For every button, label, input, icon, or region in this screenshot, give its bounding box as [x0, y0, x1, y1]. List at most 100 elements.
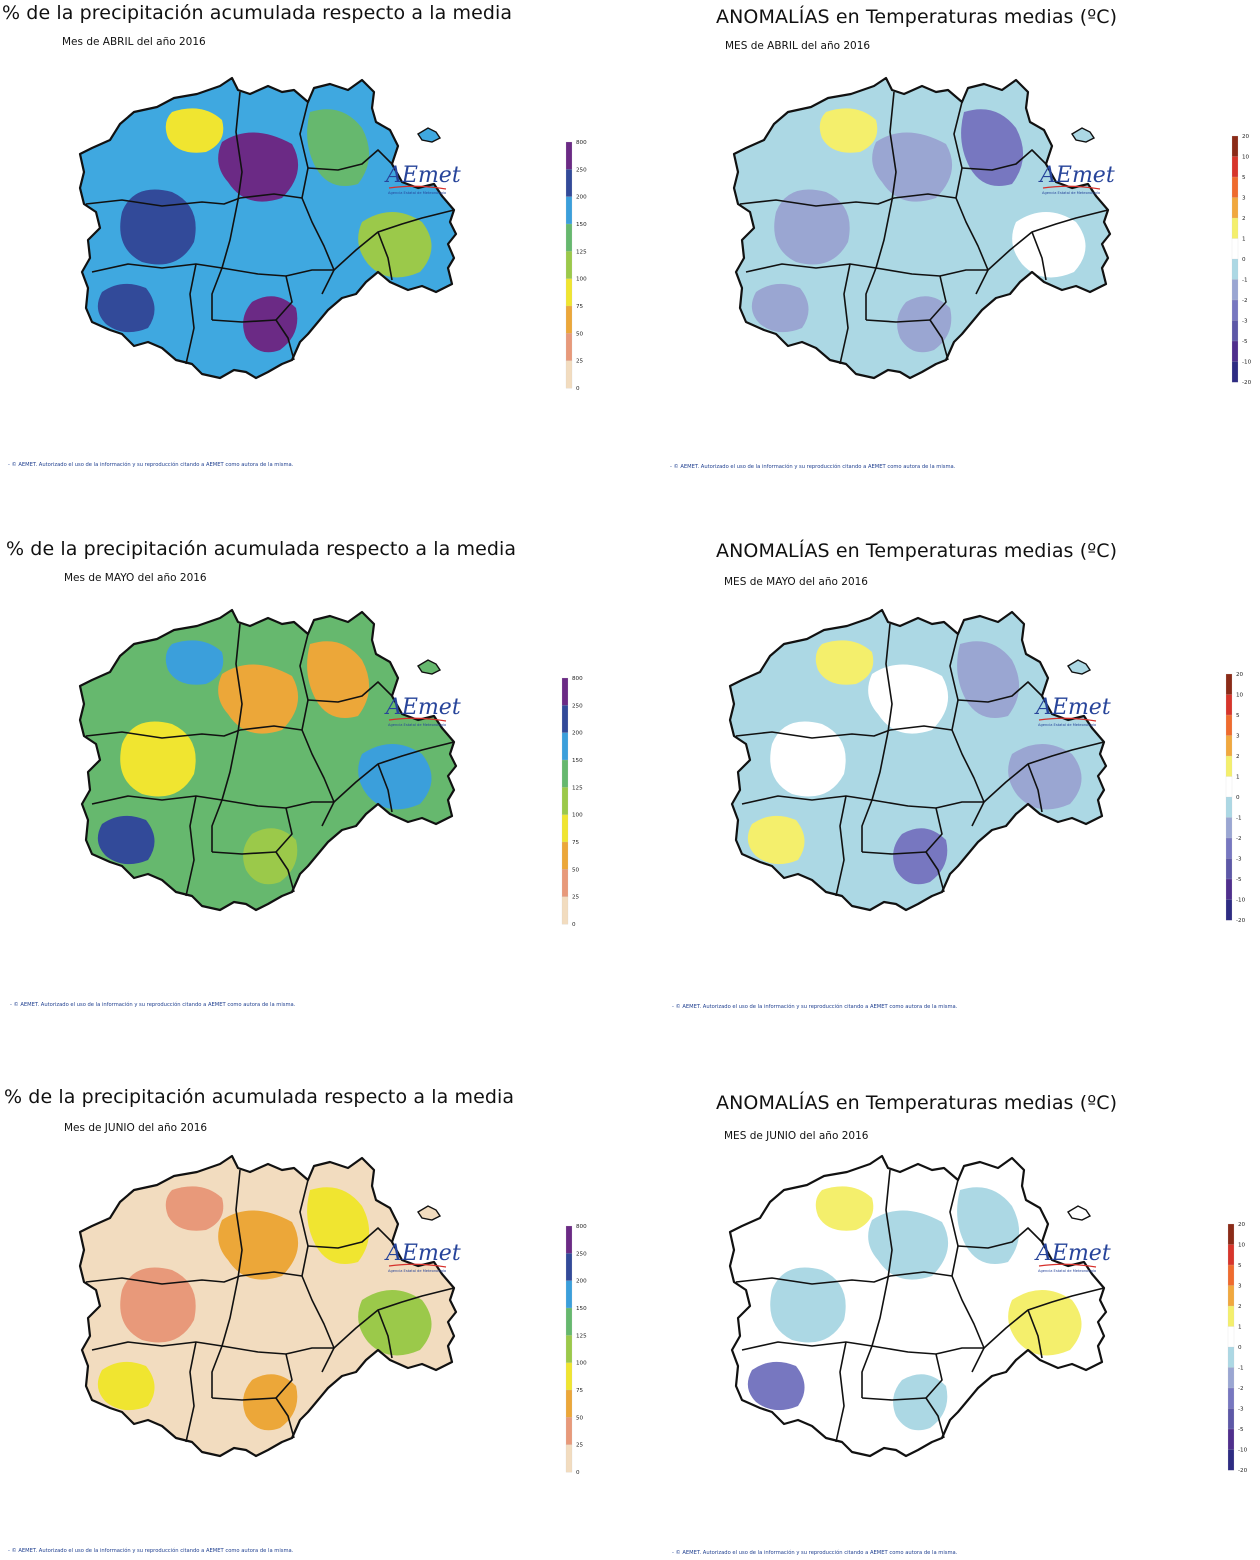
- legend-swatch: [1225, 878, 1233, 900]
- logo-brand: AEmet: [1038, 163, 1115, 188]
- legend-label: -3: [1236, 857, 1242, 863]
- province-border: [861, 623, 893, 852]
- aemet-logo: AEmet Agencia Estatal de Meteorología: [1034, 695, 1111, 727]
- legend-label: -1: [1238, 1366, 1244, 1372]
- legend-swatch: [561, 869, 569, 898]
- province-border: [85, 1275, 241, 1285]
- province-border: [735, 1275, 891, 1285]
- anomaly-area: [747, 815, 805, 865]
- legend-swatch: [1227, 1346, 1235, 1368]
- legend-label: -10: [1238, 1448, 1248, 1454]
- province-border: [211, 851, 277, 855]
- legend-swatch: [1227, 1326, 1235, 1348]
- aemet-logo: AEmet Agencia Estatal de Meteorología: [384, 163, 461, 195]
- legend-swatch: [1231, 217, 1239, 239]
- legend-label: 75: [572, 840, 580, 846]
- copyright-footer: - © AEMET. Autorizado el uso de la infor…: [670, 464, 956, 470]
- anomaly-area: [358, 1290, 432, 1356]
- province-border: [91, 795, 223, 805]
- legend-label: 0: [572, 922, 576, 928]
- anomaly-area: [165, 108, 224, 153]
- legend-label: 1: [1238, 1325, 1242, 1331]
- panel-subtitle: Mes de MAYO del año 2016: [64, 572, 207, 584]
- province-border: [211, 1397, 277, 1401]
- legend-label: 125: [572, 785, 583, 791]
- province-border: [961, 149, 1047, 171]
- logo-subtitle: Agencia Estatal de Meteorología: [388, 191, 446, 195]
- panel-title: % de la precipitación acumulada respecto…: [6, 538, 517, 560]
- logo-brand: AEmet: [384, 695, 461, 720]
- legend-label: -3: [1238, 1407, 1244, 1413]
- legend-label: 0: [576, 386, 580, 392]
- province-border: [861, 1397, 927, 1401]
- province-border: [987, 209, 1109, 271]
- legend-label: 100: [576, 277, 587, 283]
- legend-label: 150: [576, 1306, 587, 1312]
- legend-label: 25: [576, 359, 584, 365]
- legend-swatch: [561, 677, 569, 706]
- legend-label: -2: [1238, 1386, 1244, 1392]
- province-border: [839, 263, 851, 365]
- legend-label: 2: [1236, 754, 1240, 760]
- logo-subtitle: Agencia Estatal de Meteorología: [1042, 191, 1100, 195]
- legend-label: -1: [1242, 278, 1248, 284]
- province-border: [741, 1341, 873, 1351]
- legend-label: 20: [1236, 672, 1244, 678]
- province-border: [211, 1169, 243, 1398]
- map-panel-6: ANOMALÍAS en Temperaturas medias (ºC) ME…: [630, 1040, 1260, 1560]
- panel-title: % de la precipitación acumulada respecto…: [2, 2, 513, 24]
- legend-label: 75: [576, 1388, 584, 1394]
- province-border: [865, 91, 897, 320]
- legend-swatch: [561, 787, 569, 816]
- legend-swatch: [565, 1389, 573, 1418]
- region-map: AEmet Agencia Estatal de Meteorología: [728, 608, 1111, 912]
- legend-label: 100: [572, 813, 583, 819]
- legend-swatch: [1227, 1449, 1235, 1471]
- anomaly-area: [1012, 212, 1086, 278]
- legend-label: 250: [576, 1251, 587, 1257]
- logo-swoosh-icon: [1042, 185, 1101, 190]
- legend-swatch: [565, 1362, 573, 1391]
- province-border: [889, 725, 953, 731]
- legend-label: 0: [576, 1470, 580, 1476]
- legend-label: 2: [1242, 216, 1246, 222]
- legend-label: 2: [1238, 1304, 1242, 1310]
- province-border: [957, 1227, 1043, 1249]
- aemet-logo: AEmet Agencia Estatal de Meteorología: [1034, 1241, 1111, 1273]
- anomaly-area: [815, 640, 874, 685]
- region-map: AEmet Agencia Estatal de Meteorología: [732, 76, 1115, 380]
- legend-label: 1: [1236, 775, 1240, 781]
- legend-swatch: [1227, 1264, 1235, 1286]
- anomaly-area: [97, 283, 155, 333]
- legend-swatches: [565, 1225, 573, 1473]
- panel-subtitle: Mes de JUNIO del año 2016: [64, 1122, 208, 1134]
- legend-swatch: [1225, 755, 1233, 777]
- region-outline: [78, 76, 458, 380]
- legend-swatch: [561, 705, 569, 734]
- province-border: [983, 741, 1105, 803]
- legend-swatches: [561, 677, 569, 925]
- province-border: [239, 1271, 303, 1277]
- legend-swatch: [565, 141, 573, 170]
- province-border: [735, 729, 891, 739]
- legend-label: 200: [572, 731, 583, 737]
- legend-label: 150: [572, 758, 583, 764]
- legend-swatch: [1225, 776, 1233, 798]
- province-border: [185, 1341, 197, 1443]
- anomaly-area: [358, 744, 432, 810]
- province-border: [333, 1287, 455, 1349]
- region-map: AEmet Agencia Estatal de Meteorología: [78, 608, 461, 912]
- province-border: [185, 263, 197, 365]
- legend-swatch: [1227, 1408, 1235, 1430]
- legend-label: -20: [1242, 380, 1252, 386]
- province-border: [1027, 1309, 1043, 1359]
- anomaly-area: [751, 283, 809, 333]
- legend-swatch: [1227, 1305, 1235, 1327]
- logo-swoosh-icon: [1038, 717, 1097, 722]
- province-border: [983, 1287, 1105, 1349]
- legend-swatch: [1227, 1367, 1235, 1389]
